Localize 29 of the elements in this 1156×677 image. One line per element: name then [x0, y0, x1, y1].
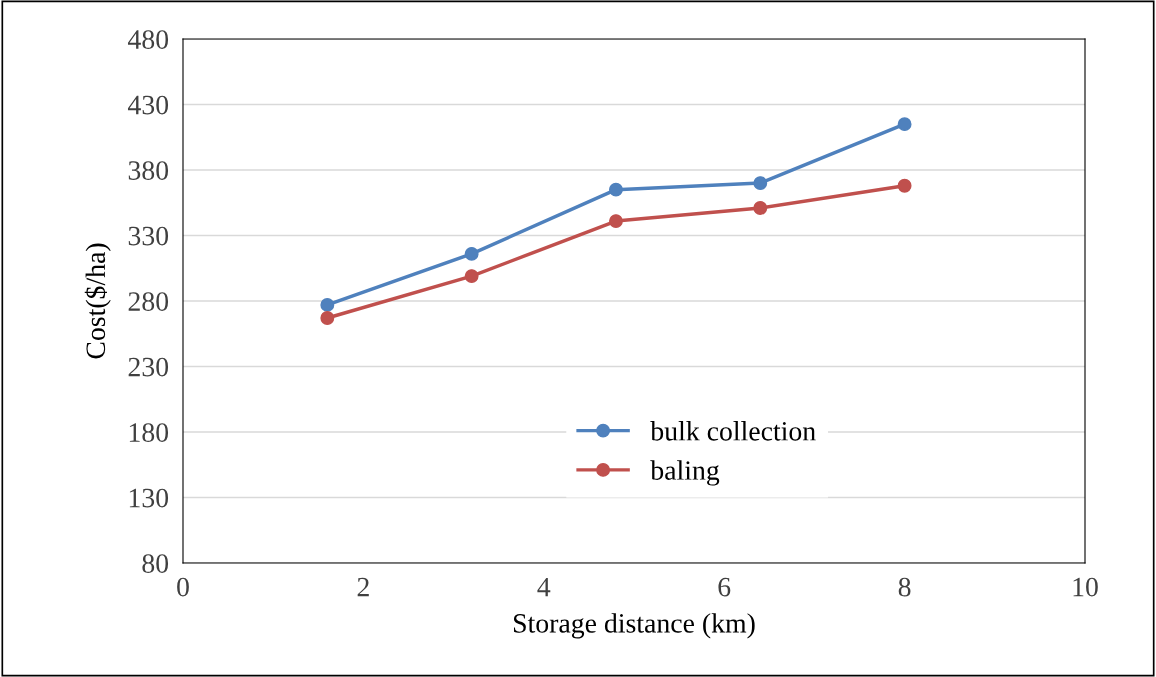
y-tick-label: 130: [129, 488, 169, 508]
point: [320, 297, 335, 312]
x-tick-label: 8: [898, 577, 911, 597]
legend-label: bulk collection: [650, 421, 816, 441]
y-tick-label: 230: [128, 357, 169, 377]
point: [897, 178, 912, 193]
point: [609, 214, 623, 229]
y-tick-label: 180: [129, 423, 169, 442]
point: [753, 201, 768, 215]
x-tick-label: 0: [177, 577, 189, 597]
point: [320, 311, 335, 325]
x-axis-title: Storage distance (km): [513, 613, 755, 639]
point: [609, 182, 623, 197]
legend-label: baling: [650, 460, 720, 486]
point: [464, 246, 479, 261]
x-tick-label: 4: [537, 577, 551, 597]
point: [464, 269, 479, 284]
point: [753, 176, 768, 191]
y-tick-label: 380: [128, 161, 169, 180]
y-tick-label: 280: [128, 292, 169, 311]
y-tick-label: 480: [127, 30, 169, 49]
x-tick-label: 10: [1073, 577, 1098, 597]
y-axis-title: Cost($/ha): [84, 243, 111, 359]
y-tick-label: 430: [127, 95, 169, 115]
x-tick-label: 6: [718, 577, 731, 597]
x-tick-label: 2: [357, 577, 369, 597]
y-tick-label: 330: [128, 226, 169, 246]
y-tick-label: 80: [142, 554, 169, 573]
point: [897, 117, 912, 132]
